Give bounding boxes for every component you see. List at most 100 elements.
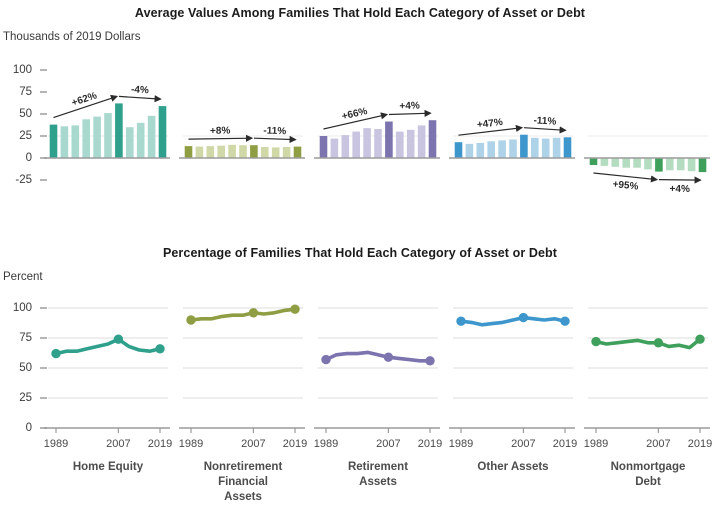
bar-1992 [195, 146, 204, 158]
y-tick-mark [40, 307, 47, 309]
category-label-retirement: Retirement Assets [347, 461, 409, 488]
y-tick-mark [40, 113, 47, 115]
bar-1992 [465, 143, 474, 158]
bar-1998 [487, 141, 495, 158]
y-tick-label: 75 [19, 86, 32, 98]
year-label: 1989 [44, 438, 68, 450]
year-label: 1989 [584, 438, 608, 450]
bar-2004 [509, 139, 517, 158]
y-tick-label: 50 [19, 108, 32, 120]
data-point-2019 [425, 356, 435, 366]
y-tick-mark [40, 91, 47, 93]
pct-change-label: +8% [210, 126, 231, 137]
change-arrow [388, 109, 432, 117]
bar-2019 [563, 137, 572, 158]
change-arrow [118, 95, 162, 103]
bar-2013 [271, 147, 280, 158]
bar-2001 [633, 158, 641, 168]
y-tick-mark [40, 427, 47, 429]
pct-change-label: +4% [670, 184, 691, 195]
line-chart-retirement-assets: 1989 2007 2019 [314, 307, 442, 450]
y-tick-label: -25 [15, 174, 32, 186]
year-label: 2019 [283, 438, 307, 450]
top-panel-title: Average Values Among Families That Hold … [134, 6, 586, 20]
bar-1995 [476, 143, 485, 158]
change-arrow [323, 112, 389, 130]
year-label: 2007 [241, 438, 265, 450]
bar-1995 [341, 135, 350, 158]
y-tick-label: 50 [19, 362, 32, 374]
bar-2001 [363, 128, 371, 158]
bar-1998 [217, 145, 225, 158]
pct-change-label: -11% [263, 126, 286, 138]
year-label: 1989 [314, 438, 338, 450]
year-label: 2007 [376, 438, 400, 450]
pct-change-label: +4% [399, 100, 420, 112]
data-point-2019 [155, 344, 165, 354]
category-label-nonretirement: Nonretirement Financial Assets [203, 461, 283, 503]
y-tick-mark [40, 397, 47, 399]
bar-2016 [282, 147, 291, 158]
data-point-2019 [695, 334, 705, 344]
category-label-other-assets: Other Assets [477, 461, 549, 473]
bar-2013 [136, 122, 145, 158]
y-tick-mark [40, 367, 47, 369]
bar-2019 [293, 146, 302, 158]
bar-2001 [93, 116, 101, 158]
bar-chart-retirement-assets: +66% +4% [314, 100, 440, 159]
data-point-2007 [248, 308, 259, 318]
data-point-1989 [321, 354, 331, 365]
y-tick-mark [40, 179, 47, 181]
bar-1995 [206, 146, 215, 158]
bar-2004 [239, 145, 247, 158]
trend-line [189, 307, 297, 322]
bar-2016 [552, 137, 561, 158]
bar-2010 [396, 131, 404, 158]
bar-chart-nonretirement-financial-assets: +8% -11% [179, 126, 305, 159]
y-tick-mark [40, 337, 47, 339]
bar-1989 [454, 142, 463, 158]
y-tick-label: 100 [12, 302, 32, 314]
y-tick-label: 75 [19, 332, 32, 344]
bar-1992 [330, 138, 339, 158]
bar-2007 [655, 158, 663, 172]
bar-1998 [622, 158, 630, 168]
data-point-2019 [560, 316, 570, 326]
year-label: 1989 [449, 438, 473, 450]
pct-change-label: +62% [70, 90, 98, 109]
bar-1995 [71, 125, 80, 158]
bar-1995 [611, 158, 620, 167]
data-point-2007 [113, 334, 124, 344]
data-point-2019 [290, 304, 300, 314]
year-label: 2019 [688, 438, 712, 450]
bar-2019 [698, 158, 707, 173]
year-label: 2019 [418, 438, 442, 450]
bar-1989 [49, 124, 58, 158]
bar-2016 [147, 115, 156, 158]
y-tick-label: 0 [25, 152, 32, 164]
line-chart-nonmortgage-debt: 1989 2007 2019 [584, 307, 712, 450]
bottom-panel-title: Percentage of Families That Hold Each Ca… [162, 246, 558, 260]
year-label: 2019 [553, 438, 577, 450]
bar-2019 [158, 106, 167, 158]
trend-line [459, 315, 567, 327]
line-chart-nonretirement-financial-assets: 1989 2007 2019 [179, 304, 307, 450]
bar-2019 [428, 120, 437, 158]
bar-2001 [228, 144, 236, 158]
bar-2004 [644, 158, 652, 170]
pct-change-label: +47% [476, 117, 503, 131]
change-arrow [658, 176, 702, 184]
bar-1989 [319, 136, 328, 158]
bar-chart-other-assets: +47% -11% [449, 115, 575, 159]
year-label: 2007 [511, 438, 535, 450]
bar-1998 [82, 119, 90, 158]
y-tick-label: 100 [12, 64, 32, 76]
y-tick-mark [40, 157, 47, 159]
year-label: 1989 [179, 438, 203, 450]
bar-1989 [589, 158, 598, 165]
trend-line [594, 337, 702, 350]
data-point-1989 [456, 316, 466, 326]
bar-2016 [687, 158, 696, 172]
y-tick-mark [40, 135, 47, 137]
change-arrow [253, 135, 297, 143]
